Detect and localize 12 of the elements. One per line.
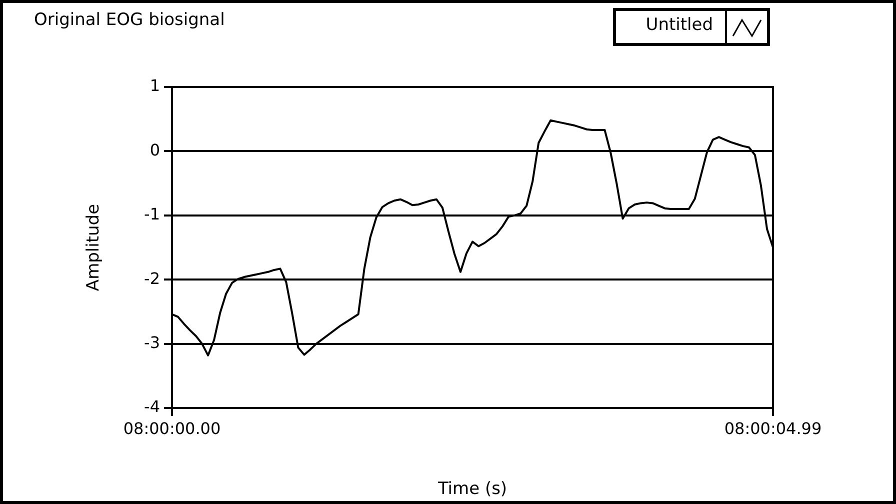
- y-tick-label: 0: [150, 140, 160, 160]
- legend-label: Untitled: [616, 11, 727, 43]
- x-axis-title: Time (s): [436, 479, 508, 500]
- y-tick-label: -3: [144, 332, 160, 352]
- chart-title: Original EOG biosignal: [34, 10, 225, 30]
- y-tick-label: 1: [150, 76, 160, 96]
- y-tick-label: -4: [144, 397, 160, 416]
- y-tick-label: -1: [144, 204, 160, 224]
- x-tick-label: 08:00:04.99: [724, 418, 822, 438]
- y-tick-label: -2: [144, 268, 160, 288]
- x-tick-label: 08:00:00.00: [123, 418, 221, 438]
- y-axis-title: Amplitude: [84, 204, 104, 292]
